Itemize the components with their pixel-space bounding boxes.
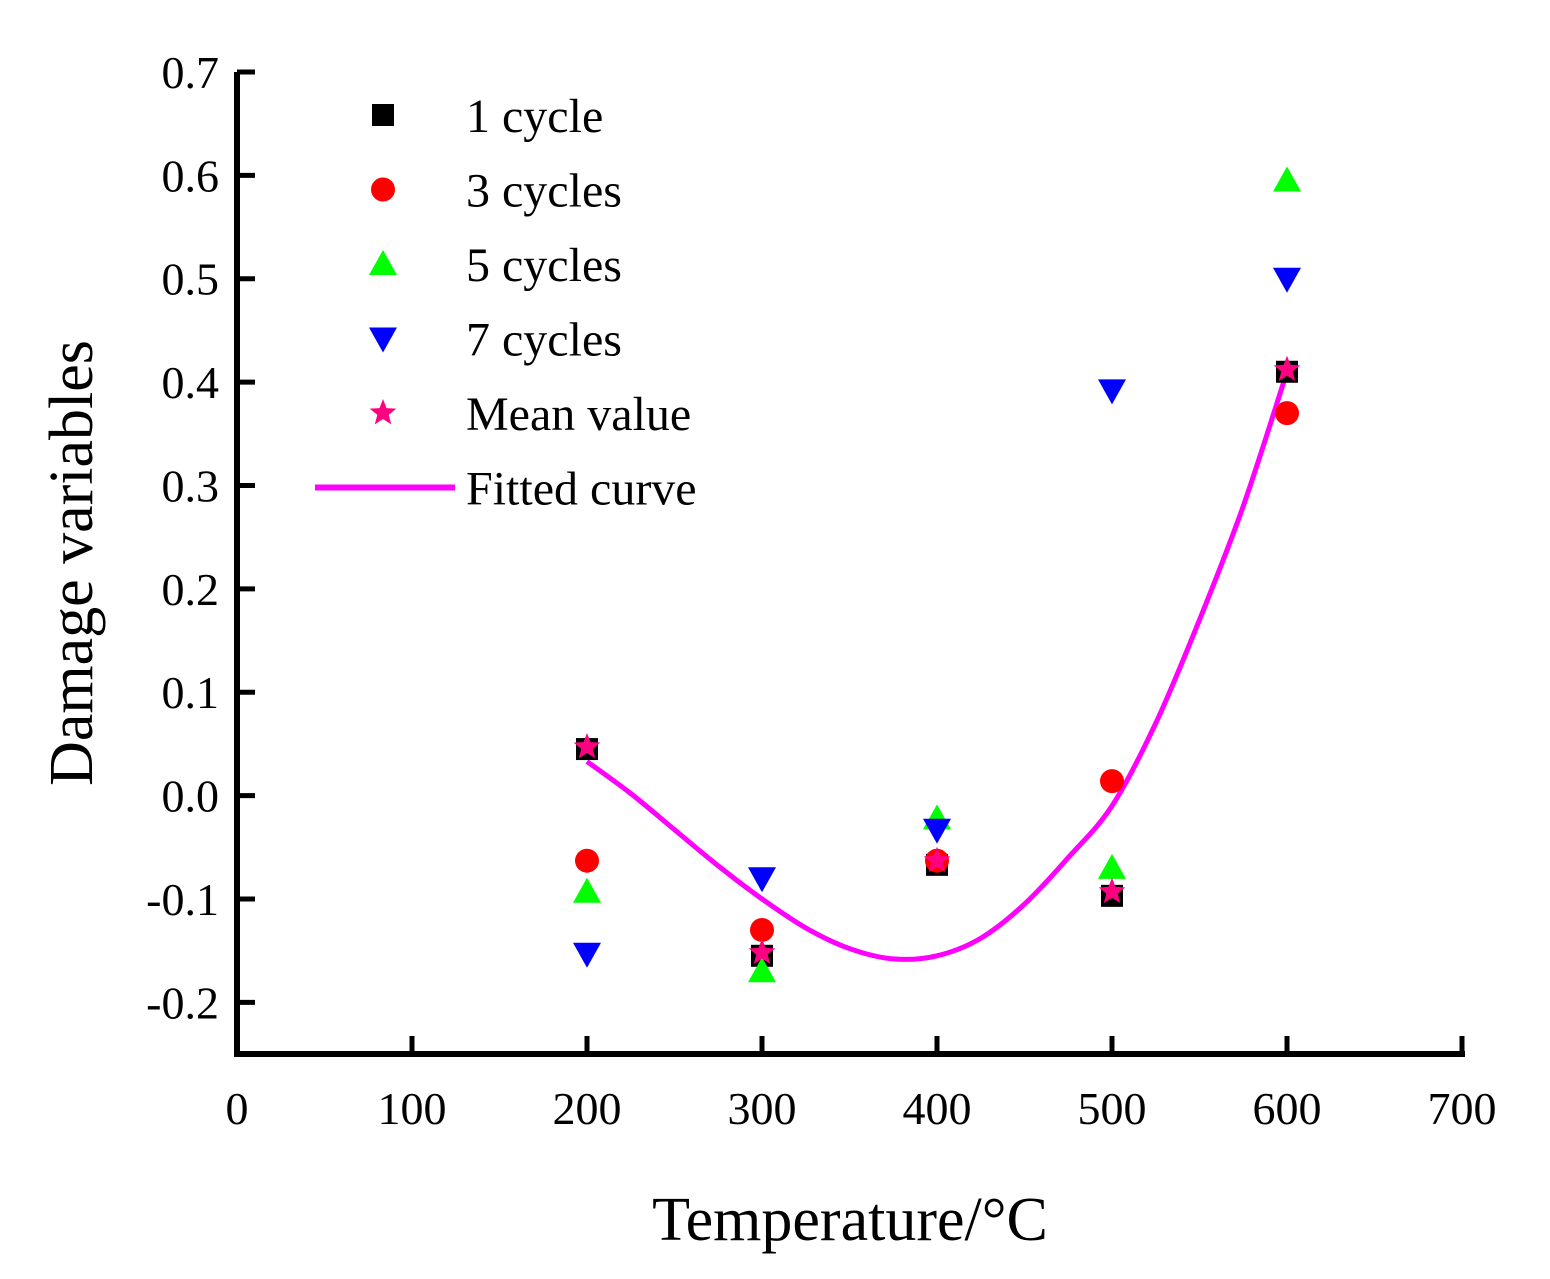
y-tick-label: 0.1 bbox=[162, 667, 220, 718]
point-3-cycles bbox=[575, 848, 599, 873]
point-mean-value bbox=[1098, 877, 1126, 904]
point-7-cycles bbox=[748, 867, 776, 893]
x-tick-label: 100 bbox=[378, 1083, 447, 1134]
legend-label-mean-value: Mean value bbox=[466, 388, 691, 441]
series-1-cycle bbox=[576, 360, 1298, 967]
legend-label-7-cycles: 7 cycles bbox=[466, 314, 622, 367]
point-mean-value bbox=[573, 733, 601, 759]
point-3-cycles bbox=[750, 917, 774, 942]
series-7-cycles bbox=[573, 267, 1301, 968]
axes bbox=[234, 72, 1465, 1057]
y-tick-label: -0.1 bbox=[146, 874, 219, 925]
point-mean-value bbox=[923, 846, 951, 873]
x-tick-label: 500 bbox=[1078, 1083, 1147, 1134]
y-tick-label: 0.7 bbox=[162, 47, 220, 98]
y-tick-label: 0.4 bbox=[162, 357, 220, 408]
point-5-cycles bbox=[1273, 166, 1301, 192]
y-tick-label: 0.5 bbox=[162, 254, 220, 305]
point-7-cycles bbox=[1098, 379, 1126, 405]
legend-label-fitted-curve: Fitted curve bbox=[466, 463, 697, 516]
legend-label-1-cycle: 1 cycle bbox=[466, 90, 603, 143]
axis-ticks: 0 100 200 300 400 500 600 700 -0.2 -0.1 0.0 0.1 0.2 0… bbox=[146, 47, 1496, 1134]
legend-marker-7-cycles bbox=[369, 327, 397, 353]
y-tick-label: 0.0 bbox=[162, 771, 220, 822]
data-points-layer bbox=[573, 166, 1301, 983]
point-5-cycles bbox=[1098, 853, 1126, 879]
y-tick-label: 0.6 bbox=[162, 150, 220, 201]
series-3-cycles bbox=[575, 401, 1299, 942]
point-mean-value bbox=[748, 938, 776, 965]
fitted-curve bbox=[585, 370, 1290, 962]
x-tick-label: 200 bbox=[553, 1083, 622, 1134]
x-tick-label: 0 bbox=[226, 1083, 249, 1134]
point-7-cycles bbox=[1273, 267, 1301, 293]
series-mean-value bbox=[573, 355, 1301, 965]
x-tick-label: 300 bbox=[728, 1083, 797, 1134]
point-mean-value bbox=[1273, 355, 1301, 382]
x-tick-label: 400 bbox=[903, 1083, 972, 1134]
legend-marker-1-cycle bbox=[372, 104, 394, 126]
point-5-cycles bbox=[573, 877, 601, 903]
x-tick-label: 700 bbox=[1428, 1083, 1497, 1134]
legend: 1 cycle 3 cycles 5 cycles 7 cycles Mean valu… bbox=[315, 90, 697, 516]
fitted-curve-layer bbox=[585, 370, 1290, 962]
y-tick-label: 0.2 bbox=[162, 564, 220, 615]
x-axis-title: Temperature/°C bbox=[652, 1186, 1048, 1254]
legend-marker-5-cycles bbox=[369, 250, 397, 275]
point-7-cycles bbox=[573, 942, 601, 968]
x-tick-label: 600 bbox=[1253, 1083, 1322, 1134]
point-5-cycles bbox=[748, 957, 776, 983]
point-3-cycles bbox=[1100, 769, 1124, 794]
y-axis-title: Damage variables bbox=[38, 340, 106, 786]
legend-label-3-cycles: 3 cycles bbox=[466, 165, 622, 218]
legend-label-5-cycles: 5 cycles bbox=[466, 239, 622, 292]
legend-marker-3-cycles bbox=[371, 177, 395, 202]
point-7-cycles bbox=[923, 818, 951, 844]
y-tick-label: 0.3 bbox=[162, 460, 220, 511]
legend-marker-mean-value bbox=[369, 399, 397, 425]
y-tick-label: -0.2 bbox=[146, 977, 219, 1028]
point-3-cycles bbox=[1275, 401, 1299, 426]
